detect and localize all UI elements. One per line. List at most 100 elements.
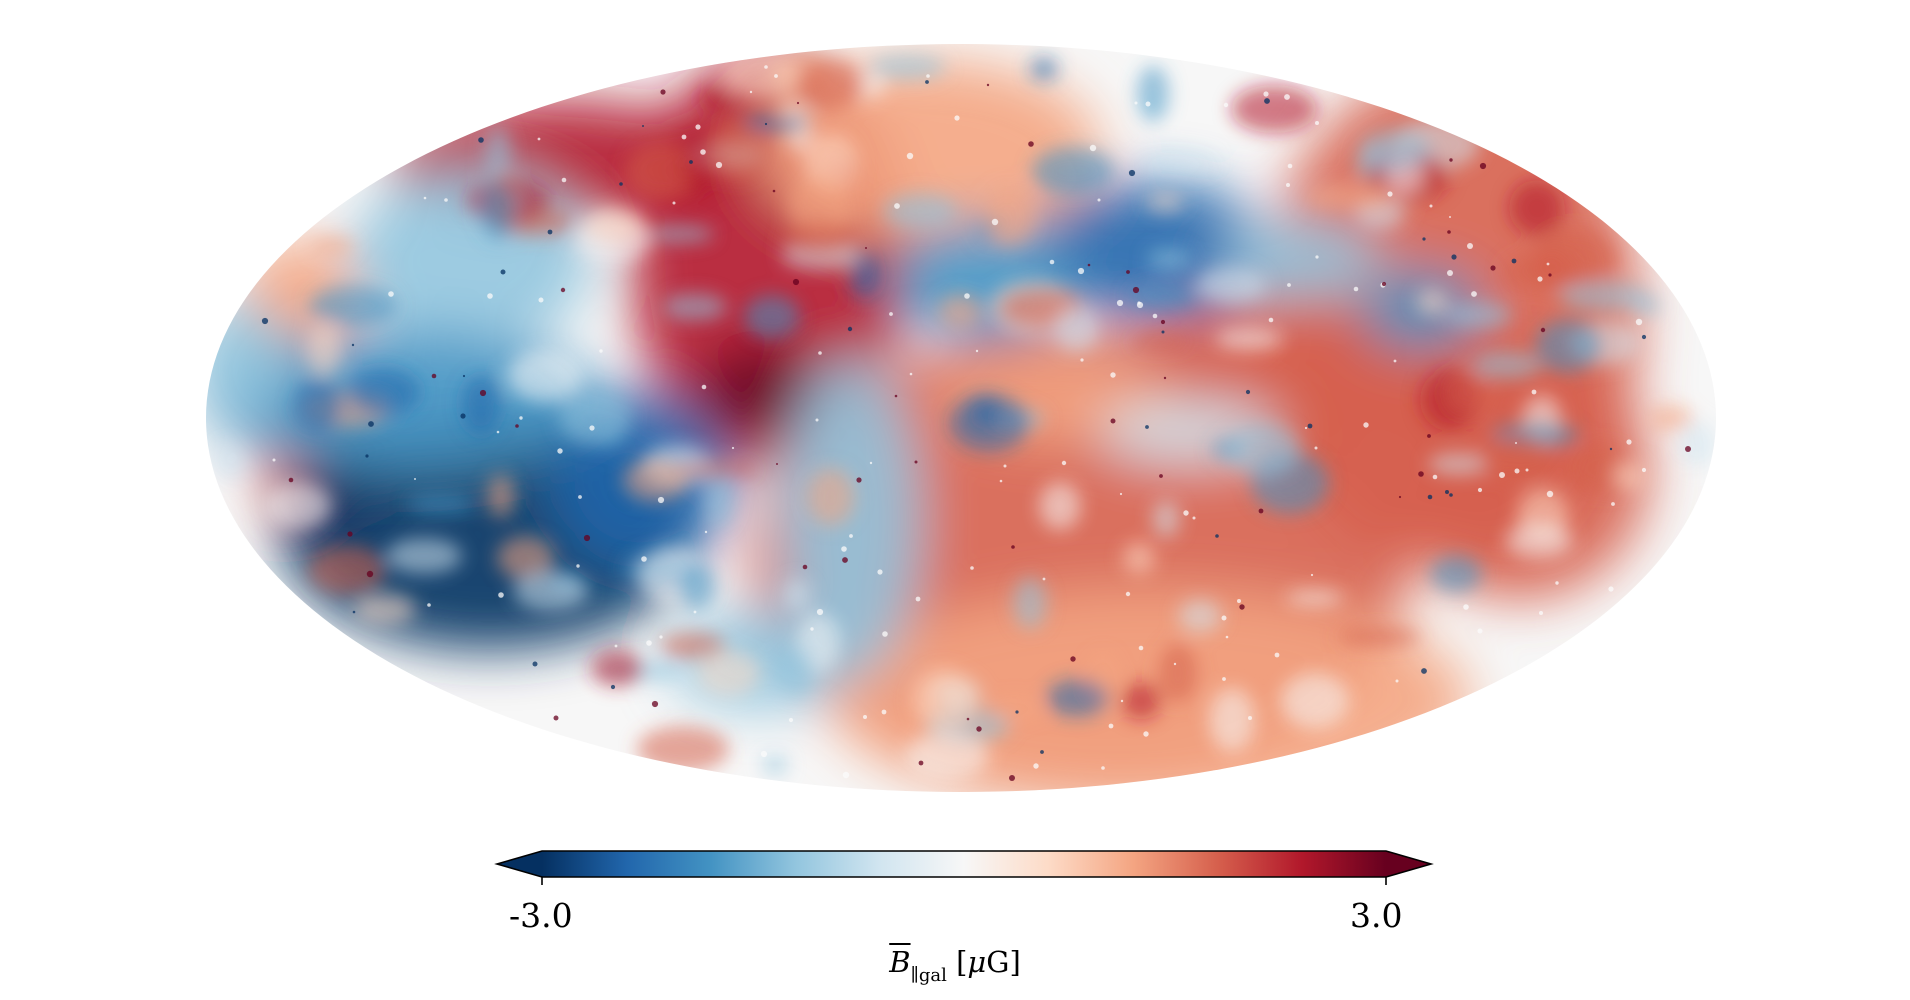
map-field-patch: [1231, 85, 1317, 133]
map-field-patch: [1013, 577, 1047, 629]
map-source-speck: [414, 478, 416, 480]
map-field-patch: [1132, 334, 1190, 350]
map-source-speck: [1511, 258, 1517, 264]
map-source-speck: [651, 700, 659, 708]
map-field-patch: [1123, 542, 1155, 574]
map-source-speck: [1467, 243, 1473, 249]
map-source-speck: [1387, 191, 1393, 197]
map-field-patch: [795, 60, 865, 108]
map-source-speck: [1222, 677, 1226, 681]
map-source-speck: [547, 229, 553, 235]
map-field-patch: [783, 578, 811, 612]
map-source-speck: [1284, 94, 1290, 100]
map-field-patch: [1281, 673, 1349, 729]
map-source-speck: [1418, 471, 1424, 477]
map-source-speck: [1451, 254, 1457, 260]
map-source-speck: [1003, 464, 1007, 468]
map-source-speck: [672, 201, 676, 205]
map-source-speck: [1641, 467, 1647, 473]
map-field-patch: [1147, 248, 1191, 270]
map-source-speck: [288, 477, 294, 483]
map-source-speck: [1248, 716, 1252, 720]
map-field-patch: [868, 54, 946, 80]
map-source-speck: [1539, 611, 1543, 615]
map-source-speck: [423, 196, 427, 200]
map-source-speck: [1445, 490, 1449, 494]
map-source-speck: [1381, 281, 1387, 287]
map-source-speck: [599, 349, 603, 353]
map-source-speck: [1049, 259, 1055, 265]
map-source-speck: [810, 627, 814, 631]
map-field-patch: [1215, 328, 1283, 350]
map-field-patch: [264, 483, 332, 529]
map-source-speck: [915, 596, 921, 602]
map-source-speck: [749, 90, 753, 94]
map-source-speck: [1143, 731, 1149, 737]
map-source-speck: [619, 182, 623, 186]
map-source-speck: [557, 448, 563, 454]
map-source-speck: [462, 374, 466, 378]
map-field-patch: [783, 223, 855, 255]
map-source-speck: [1040, 750, 1044, 754]
map-field-patch: [680, 132, 714, 192]
map-source-speck: [1134, 101, 1138, 105]
map-source-speck: [796, 101, 800, 105]
map-source-speck: [1514, 468, 1520, 474]
map-field-patch: [1416, 289, 1448, 315]
map-source-speck: [764, 122, 768, 126]
map-field-patch: [1613, 462, 1645, 490]
map-source-speck: [863, 715, 867, 719]
map-field-patch: [1649, 405, 1693, 431]
map-field-patch: [1505, 523, 1573, 559]
colorbar-tick-label-max: 3.0: [1350, 896, 1403, 935]
map-source-speck: [578, 495, 582, 499]
map-source-speck: [352, 610, 356, 614]
map-field-patch: [1209, 688, 1255, 752]
map-source-speck: [1479, 162, 1487, 170]
map-field-patch: [462, 375, 500, 435]
map-source-speck: [889, 312, 893, 316]
map-source-speck: [1110, 372, 1116, 378]
map-field-patch: [214, 444, 244, 480]
map-source-speck: [1161, 330, 1165, 334]
map-source-speck: [964, 293, 970, 299]
map-source-speck: [841, 546, 847, 552]
map-field-patch: [294, 379, 342, 431]
map-source-speck: [576, 564, 580, 568]
map-field-patch: [1121, 682, 1161, 720]
map-source-speck: [1263, 91, 1269, 97]
map-source-speck: [1463, 604, 1469, 610]
map-source-speck: [1515, 442, 1517, 444]
map-field-patch: [1446, 302, 1512, 328]
map-source-speck: [1421, 668, 1427, 674]
map-source-speck: [1499, 472, 1505, 478]
map-source-speck: [906, 152, 914, 160]
map-source-speck: [1101, 766, 1105, 770]
map-source-speck: [704, 530, 708, 534]
map-source-speck: [368, 421, 374, 427]
map-source-speck: [1626, 439, 1632, 445]
map-field-patch: [938, 293, 982, 329]
map-field-patch: [623, 458, 689, 502]
map-field-patch: [1430, 555, 1482, 593]
map-field-patch: [1509, 180, 1565, 236]
map-source-speck: [532, 661, 538, 667]
map-source-speck: [1120, 699, 1124, 703]
map-field-patch: [407, 494, 475, 514]
map-source-speck: [1152, 313, 1158, 319]
map-source-speck: [646, 640, 652, 646]
map-source-speck: [991, 218, 999, 226]
map-source-speck: [772, 189, 776, 193]
map-field-patch: [704, 464, 734, 528]
map-field-patch: [857, 69, 885, 99]
map-source-speck: [1116, 299, 1124, 307]
map-field-patch: [559, 391, 631, 445]
map-source-speck: [1015, 710, 1019, 714]
map-source-speck: [877, 569, 883, 575]
map-field-patch: [1448, 371, 1490, 413]
map-source-speck: [865, 247, 867, 249]
map-source-speck: [715, 161, 723, 169]
map-source-speck: [1548, 273, 1552, 277]
map-source-speck: [689, 160, 693, 164]
map-field-patch: [1678, 421, 1716, 467]
